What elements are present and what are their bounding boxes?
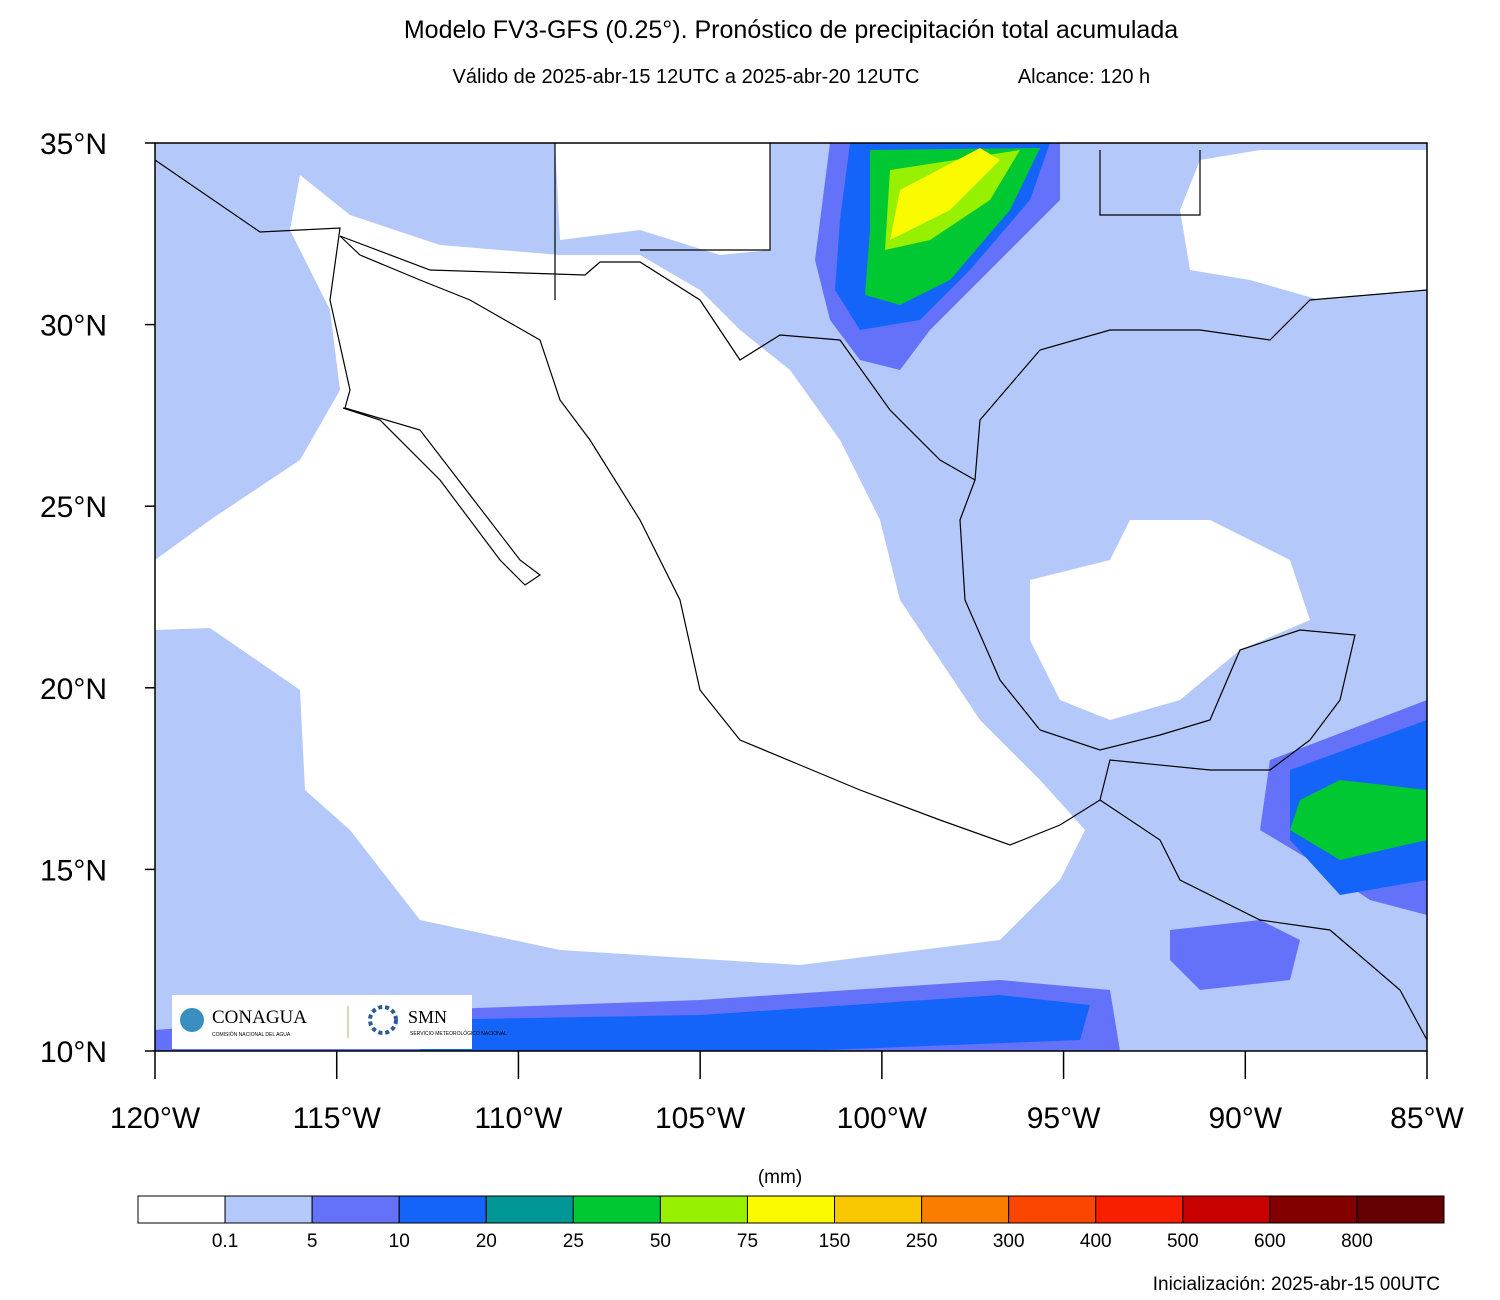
- colorbar-box: [659, 1195, 748, 1224]
- lon-tick-label: 105°W: [655, 1102, 746, 1135]
- map-frame: [154, 142, 1428, 1052]
- colorbar-box: [1008, 1195, 1097, 1224]
- precip-25: [1290, 780, 1427, 860]
- lon-tick-label: 90°W: [1208, 1102, 1282, 1135]
- logo-box: [172, 995, 472, 1049]
- colorbar-label: 400: [1080, 1231, 1112, 1252]
- colorbar-box: [1182, 1195, 1271, 1224]
- colorbar-box: [485, 1195, 574, 1224]
- colorbar-box: [224, 1195, 313, 1224]
- logos: CONAGUA COMISIÓN NACIONAL DEL AGUA SMN S…: [172, 995, 507, 1049]
- conagua-icon: [180, 1008, 204, 1032]
- colorbar-label: 0.1: [212, 1231, 238, 1252]
- lat-tick-label: 15°N: [40, 854, 107, 887]
- colorbar-label: 800: [1341, 1231, 1373, 1252]
- colorbar-box: [834, 1195, 923, 1224]
- lat-tick-label: 20°N: [40, 673, 107, 706]
- coastline: [155, 143, 1427, 1041]
- conagua-subtitle: COMISIÓN NACIONAL DEL AGUA: [212, 1031, 291, 1038]
- colorbar-box: [1269, 1195, 1358, 1224]
- smn-icon: [368, 1005, 398, 1035]
- colorbar-box: [1095, 1195, 1184, 1224]
- smn-logo: SMN: [408, 1007, 447, 1027]
- precip-10: [420, 995, 1090, 1051]
- colorbar-box: [1356, 1195, 1445, 1224]
- colorbar-label: 250: [906, 1231, 938, 1252]
- valid-period: Válido de 2025-abr-15 12UTC a 2025-abr-2…: [453, 66, 920, 88]
- colorbar-label: 600: [1254, 1231, 1286, 1252]
- colorbar-box: [311, 1195, 400, 1224]
- colorbar-box: [398, 1195, 487, 1224]
- dry-area: [555, 143, 770, 255]
- colorbar-box: [572, 1195, 661, 1224]
- colorbar-label: 300: [993, 1231, 1025, 1252]
- lon-tick-label: 110°W: [474, 1102, 563, 1135]
- dry-area: [155, 175, 1085, 965]
- colorbar-unit: (mm): [758, 1167, 802, 1188]
- colorbar-label: 5: [307, 1231, 318, 1252]
- lon-tick-label: 85°W: [1390, 1102, 1464, 1135]
- precip-75: [890, 148, 1000, 240]
- precip-5: [1170, 920, 1300, 990]
- colorbar-box: [137, 1195, 226, 1224]
- colorbar-label: 50: [650, 1231, 671, 1252]
- map: CONAGUA COMISIÓN NACIONAL DEL AGUA SMN S…: [154, 142, 1428, 1052]
- lead-time: Alcance: 120 h: [1018, 66, 1150, 88]
- colorbar-label: 25: [563, 1231, 584, 1252]
- conagua-logo: CONAGUA: [212, 1007, 307, 1028]
- lon-tick-label: 115°W: [293, 1102, 382, 1135]
- lon-tick-label: 100°W: [837, 1102, 928, 1135]
- lat-tick-label: 25°N: [40, 491, 107, 524]
- colorbar-box: [746, 1195, 836, 1224]
- colorbar-label: 75: [737, 1231, 758, 1252]
- lon-tick-label: 120°W: [110, 1102, 201, 1135]
- init-time: Inicialización: 2025-abr-15 00UTC: [1153, 1274, 1440, 1295]
- lat-tick-label: 35°N: [40, 128, 107, 161]
- lon-tick-label: 95°W: [1027, 1102, 1101, 1135]
- colorbar-label: 10: [389, 1231, 410, 1252]
- colorbar-label: 500: [1167, 1231, 1199, 1252]
- title: Modelo FV3-GFS (0.25°). Pronóstico de pr…: [404, 16, 1178, 44]
- colorbar-box: [921, 1195, 1010, 1224]
- dry-area: [1030, 520, 1310, 720]
- colorbar: 0.1 5 10 20 25 50 75 150 250 300 400 500 600 800: [137, 1195, 1445, 1252]
- colorbar-label: 20: [476, 1231, 497, 1252]
- lat-tick-label: 30°N: [40, 310, 107, 343]
- colorbar-label: 150: [819, 1231, 851, 1252]
- dry-area: [1180, 150, 1427, 300]
- lat-tick-label: 10°N: [40, 1036, 107, 1069]
- smn-subtitle: SERVICIO METEOROLÓGICO NACIONAL: [410, 1030, 507, 1037]
